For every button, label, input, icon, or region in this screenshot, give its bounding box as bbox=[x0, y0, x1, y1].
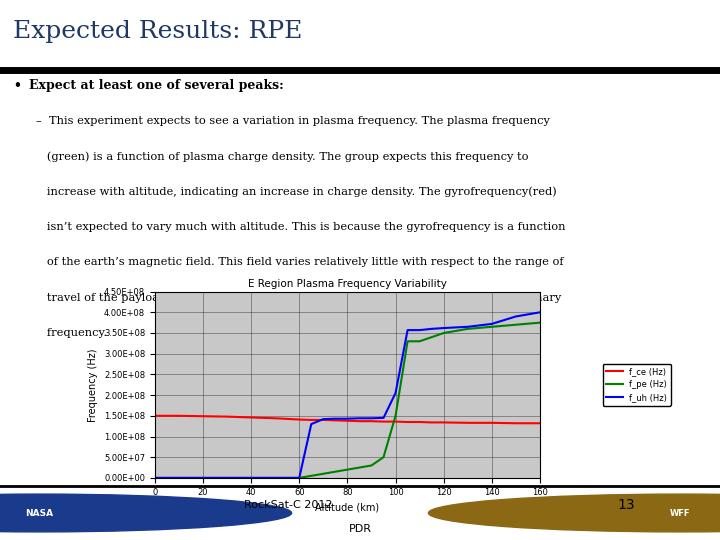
f_ce (Hz) bbox=[428, 419, 436, 426]
f_ce (Hz) bbox=[307, 417, 315, 423]
Text: Expect at least one of several peaks:: Expect at least one of several peaks: bbox=[29, 78, 284, 91]
f_ce (Hz) bbox=[295, 416, 304, 423]
Text: (green) is a function of plasma charge density. The group expects this frequency: (green) is a function of plasma charge d… bbox=[36, 151, 528, 162]
f_pe (Hz) bbox=[403, 338, 412, 345]
f_pe (Hz) bbox=[319, 470, 328, 477]
f_uh (Hz) bbox=[379, 415, 388, 421]
f_uh (Hz) bbox=[367, 415, 376, 422]
Text: Expected Results: RPE: Expected Results: RPE bbox=[13, 19, 302, 43]
f_uh (Hz) bbox=[439, 325, 448, 331]
f_pe (Hz) bbox=[391, 413, 400, 419]
f_pe (Hz) bbox=[174, 475, 183, 481]
f_pe (Hz) bbox=[379, 454, 388, 461]
Text: PDR: PDR bbox=[348, 524, 372, 534]
f_uh (Hz) bbox=[331, 415, 340, 422]
f_ce (Hz) bbox=[150, 413, 159, 419]
Text: RockSat-C 2012: RockSat-C 2012 bbox=[244, 500, 332, 510]
f_uh (Hz) bbox=[512, 313, 521, 320]
Line: f_ce (Hz): f_ce (Hz) bbox=[155, 416, 540, 423]
f_pe (Hz) bbox=[512, 321, 521, 328]
f_pe (Hz) bbox=[307, 472, 315, 479]
Text: –  This experiment expects to see a variation in plasma frequency. The plasma fr: – This experiment expects to see a varia… bbox=[36, 116, 550, 126]
f_ce (Hz) bbox=[464, 420, 472, 426]
Legend: f_ce (Hz), f_pe (Hz), f_uh (Hz): f_ce (Hz), f_pe (Hz), f_uh (Hz) bbox=[603, 364, 670, 406]
f_pe (Hz) bbox=[150, 475, 159, 481]
f_ce (Hz) bbox=[271, 415, 279, 422]
f_ce (Hz) bbox=[403, 419, 412, 426]
f_ce (Hz) bbox=[355, 418, 364, 424]
f_pe (Hz) bbox=[331, 468, 340, 475]
Title: E Region Plasma Frequency Variability: E Region Plasma Frequency Variability bbox=[248, 279, 447, 289]
f_ce (Hz) bbox=[174, 413, 183, 419]
f_pe (Hz) bbox=[271, 475, 279, 481]
f_uh (Hz) bbox=[319, 416, 328, 422]
Text: 13: 13 bbox=[618, 498, 635, 512]
f_ce (Hz) bbox=[415, 419, 424, 426]
f_uh (Hz) bbox=[343, 415, 352, 422]
f_ce (Hz) bbox=[512, 420, 521, 427]
f_uh (Hz) bbox=[428, 326, 436, 332]
f_uh (Hz) bbox=[150, 475, 159, 481]
f_ce (Hz) bbox=[331, 417, 340, 423]
Line: f_pe (Hz): f_pe (Hz) bbox=[155, 323, 540, 478]
Line: f_uh (Hz): f_uh (Hz) bbox=[155, 312, 540, 478]
f_uh (Hz) bbox=[222, 475, 231, 481]
Y-axis label: Frequency (Hz): Frequency (Hz) bbox=[89, 348, 98, 422]
f_ce (Hz) bbox=[199, 413, 207, 420]
Circle shape bbox=[428, 494, 720, 532]
f_ce (Hz) bbox=[343, 417, 352, 424]
f_pe (Hz) bbox=[428, 334, 436, 340]
f_ce (Hz) bbox=[247, 414, 256, 421]
Text: NASA: NASA bbox=[25, 509, 54, 517]
f_uh (Hz) bbox=[415, 327, 424, 333]
f_uh (Hz) bbox=[271, 475, 279, 481]
f_uh (Hz) bbox=[391, 390, 400, 396]
f_pe (Hz) bbox=[536, 320, 544, 326]
f_pe (Hz) bbox=[464, 326, 472, 332]
Text: WFF: WFF bbox=[670, 509, 690, 517]
f_uh (Hz) bbox=[199, 475, 207, 481]
Text: travel of the payload, thus, the frequency varies relatively little compared to : travel of the payload, thus, the frequen… bbox=[36, 293, 562, 302]
Text: isn’t expected to vary much with altitude. This is because the gyrofrequency is : isn’t expected to vary much with altitud… bbox=[36, 222, 565, 232]
X-axis label: Altitude (km): Altitude (km) bbox=[315, 502, 379, 512]
f_pe (Hz) bbox=[367, 462, 376, 469]
f_uh (Hz) bbox=[247, 475, 256, 481]
f_uh (Hz) bbox=[536, 309, 544, 315]
f_ce (Hz) bbox=[536, 420, 544, 427]
f_ce (Hz) bbox=[319, 417, 328, 423]
f_pe (Hz) bbox=[439, 330, 448, 336]
Text: of the earth’s magnetic field. This field varies relatively little with respect : of the earth’s magnetic field. This fiel… bbox=[36, 257, 564, 267]
f_uh (Hz) bbox=[487, 321, 496, 327]
f_ce (Hz) bbox=[379, 418, 388, 425]
Text: •: • bbox=[13, 78, 21, 91]
f_uh (Hz) bbox=[355, 415, 364, 422]
f_pe (Hz) bbox=[487, 323, 496, 330]
f_ce (Hz) bbox=[487, 420, 496, 426]
f_ce (Hz) bbox=[222, 414, 231, 420]
Circle shape bbox=[0, 494, 292, 532]
f_pe (Hz) bbox=[355, 464, 364, 471]
f_uh (Hz) bbox=[307, 421, 315, 427]
f_ce (Hz) bbox=[439, 419, 448, 426]
f_uh (Hz) bbox=[403, 327, 412, 333]
f_pe (Hz) bbox=[415, 338, 424, 345]
Text: frequency.: frequency. bbox=[36, 328, 107, 338]
f_uh (Hz) bbox=[174, 475, 183, 481]
f_pe (Hz) bbox=[343, 467, 352, 473]
f_pe (Hz) bbox=[222, 475, 231, 481]
f_ce (Hz) bbox=[391, 418, 400, 425]
f_pe (Hz) bbox=[199, 475, 207, 481]
Text: increase with altitude, indicating an increase in charge density. The gyrofreque: increase with altitude, indicating an in… bbox=[36, 187, 557, 197]
f_pe (Hz) bbox=[295, 475, 304, 481]
f_uh (Hz) bbox=[295, 475, 304, 481]
f_uh (Hz) bbox=[464, 323, 472, 330]
f_ce (Hz) bbox=[367, 418, 376, 424]
f_pe (Hz) bbox=[247, 475, 256, 481]
